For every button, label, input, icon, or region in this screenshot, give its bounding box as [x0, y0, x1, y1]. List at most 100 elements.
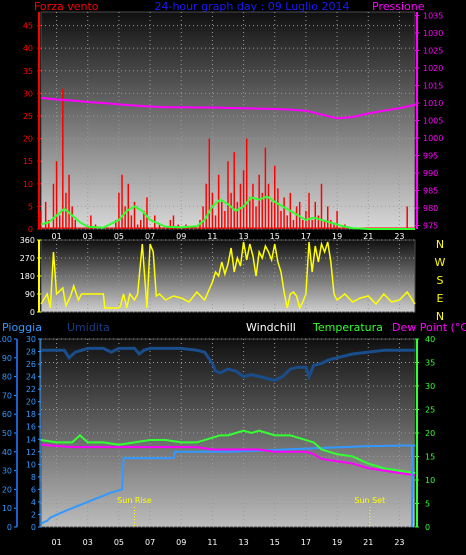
wind-direction-plot-area	[40, 239, 416, 313]
humidity-title: Umidita	[67, 321, 110, 334]
x-tick-label: 23	[394, 538, 404, 547]
y-tick-label: 40	[2, 448, 12, 457]
x-tick-label: 07	[145, 538, 155, 547]
humidity-line	[41, 346, 415, 382]
y-tick-label: 15	[23, 157, 33, 166]
y-tick-label: 20	[23, 135, 33, 144]
y-tick-label: 100	[0, 335, 12, 344]
y-tick-label: 270	[20, 254, 35, 263]
y-tick-label: 1015	[423, 82, 443, 91]
y-tick-label: 6	[31, 485, 36, 494]
x-tick-label: 15	[270, 538, 280, 547]
wind-average-line	[40, 195, 415, 230]
y-tick-label: 26	[26, 360, 36, 369]
y-tick-label: 80	[2, 373, 12, 382]
pressure-title: Pressione	[372, 0, 425, 13]
y-tick-label: 10	[2, 504, 12, 513]
y-tick-label: 980	[423, 204, 438, 213]
wind-title: Forza vento	[34, 0, 99, 13]
x-tick-label: 09	[176, 538, 186, 547]
y-tick-label: 30	[23, 89, 33, 98]
x-tick-label: 05	[114, 538, 124, 547]
y-tick-label: 90	[25, 290, 35, 299]
y-tick-label: 24	[26, 373, 36, 382]
x-tick-label: 11	[207, 538, 217, 547]
compass-label: W	[435, 256, 446, 269]
y-tick-label: 20	[26, 398, 36, 407]
x-tick-label: 21	[363, 538, 373, 547]
x-tick-label: 07	[145, 232, 155, 241]
y-tick-label: 35	[23, 67, 33, 76]
y-tick-label: 15	[425, 453, 435, 462]
temperature-line	[40, 429, 416, 474]
x-tick-label: 15	[270, 232, 280, 241]
y-tick-label: 25	[23, 112, 33, 121]
y-tick-label: 28	[26, 348, 36, 357]
x-tick-label: 21	[363, 232, 373, 241]
x-tick-label: 03	[83, 232, 93, 241]
temperature-axis: 0 5 10 15 20 25 30 35 40	[415, 335, 435, 532]
y-tick-label: 1035	[423, 12, 443, 21]
y-tick-label: 360	[20, 236, 35, 245]
y-tick-label: 30	[2, 467, 12, 476]
rain-title: Pioggia	[2, 321, 42, 334]
wind-speed-axis: 0 5 10 15 20 25 30 35 40 45	[23, 12, 41, 234]
y-tick-label: 1025	[423, 47, 443, 56]
temperature-title: Temperatura	[312, 321, 383, 334]
pressure-line	[40, 96, 416, 120]
compass-label: N	[436, 238, 444, 251]
x-tick-label: 19	[332, 232, 342, 241]
y-tick-label: 1005	[423, 117, 443, 126]
y-tick-label: 985	[423, 187, 438, 196]
dewpoint-title: Dew Point (°C)	[392, 321, 466, 334]
x-tick-label: 17	[301, 232, 311, 241]
y-tick-label: 90	[2, 354, 12, 363]
y-tick-label: 35	[425, 359, 435, 368]
y-tick-label: 25	[425, 406, 435, 415]
y-tick-label: 18	[26, 410, 36, 419]
y-tick-label: 0	[7, 523, 12, 532]
y-tick-label: 8	[31, 473, 36, 482]
y-tick-label: 30	[26, 335, 36, 344]
sun-markers: Sun Rise Sun Set	[117, 445, 413, 527]
y-tick-label: 60	[2, 410, 12, 419]
humidity-percent-axis: 0 10 20 30 40 50 60 70 80 90 100	[0, 335, 18, 532]
x-tick-label: 01	[51, 232, 61, 241]
y-tick-label: 4	[31, 498, 36, 507]
y-tick-label: 40	[23, 44, 33, 53]
y-tick-label: 30	[425, 382, 435, 391]
dewpoint-line	[40, 443, 416, 477]
y-tick-label: 975	[423, 222, 438, 231]
x-tick-label: 11	[207, 232, 217, 241]
y-tick-label: 16	[26, 423, 36, 432]
y-tick-label: 10	[425, 476, 435, 485]
x-tick-label: 05	[114, 232, 124, 241]
y-tick-label: 0	[31, 523, 36, 532]
compass-label: E	[437, 292, 444, 305]
compass-label: N	[436, 310, 444, 323]
rain-line	[40, 444, 415, 525]
x-tick-label: 09	[176, 232, 186, 241]
y-tick-label: 20	[425, 429, 435, 438]
y-tick-label: 1020	[423, 64, 443, 73]
hour-axis-bottom: 01 03 05 07 09 11 13 15 17 19 21 23	[51, 538, 404, 547]
y-tick-label: 5	[28, 202, 33, 211]
y-tick-label: 0	[28, 225, 33, 234]
y-tick-label: 12	[26, 448, 36, 457]
y-tick-label: 5	[425, 500, 430, 509]
y-tick-label: 14	[26, 435, 36, 444]
x-tick-label: 13	[238, 538, 248, 547]
rain-temperature-grid	[41, 338, 415, 528]
compass-label: S	[437, 274, 444, 287]
x-tick-label: 19	[332, 538, 342, 547]
y-tick-label: 40	[425, 335, 435, 344]
y-tick-label: 50	[2, 429, 12, 438]
direction-degree-axis: 0 90 180 270 360	[20, 236, 41, 317]
y-tick-label: 1000	[423, 134, 443, 143]
x-tick-label: 13	[238, 232, 248, 241]
hour-axis-top: 01 03 05 07 09 11 13 15 17 19 21 23	[51, 232, 404, 241]
y-tick-label: 20	[2, 485, 12, 494]
pressure-axis: 975 980 985 990 995 1000 1005 1010 1015 1020 1025 1…	[415, 12, 443, 231]
y-tick-label: 995	[423, 152, 438, 161]
